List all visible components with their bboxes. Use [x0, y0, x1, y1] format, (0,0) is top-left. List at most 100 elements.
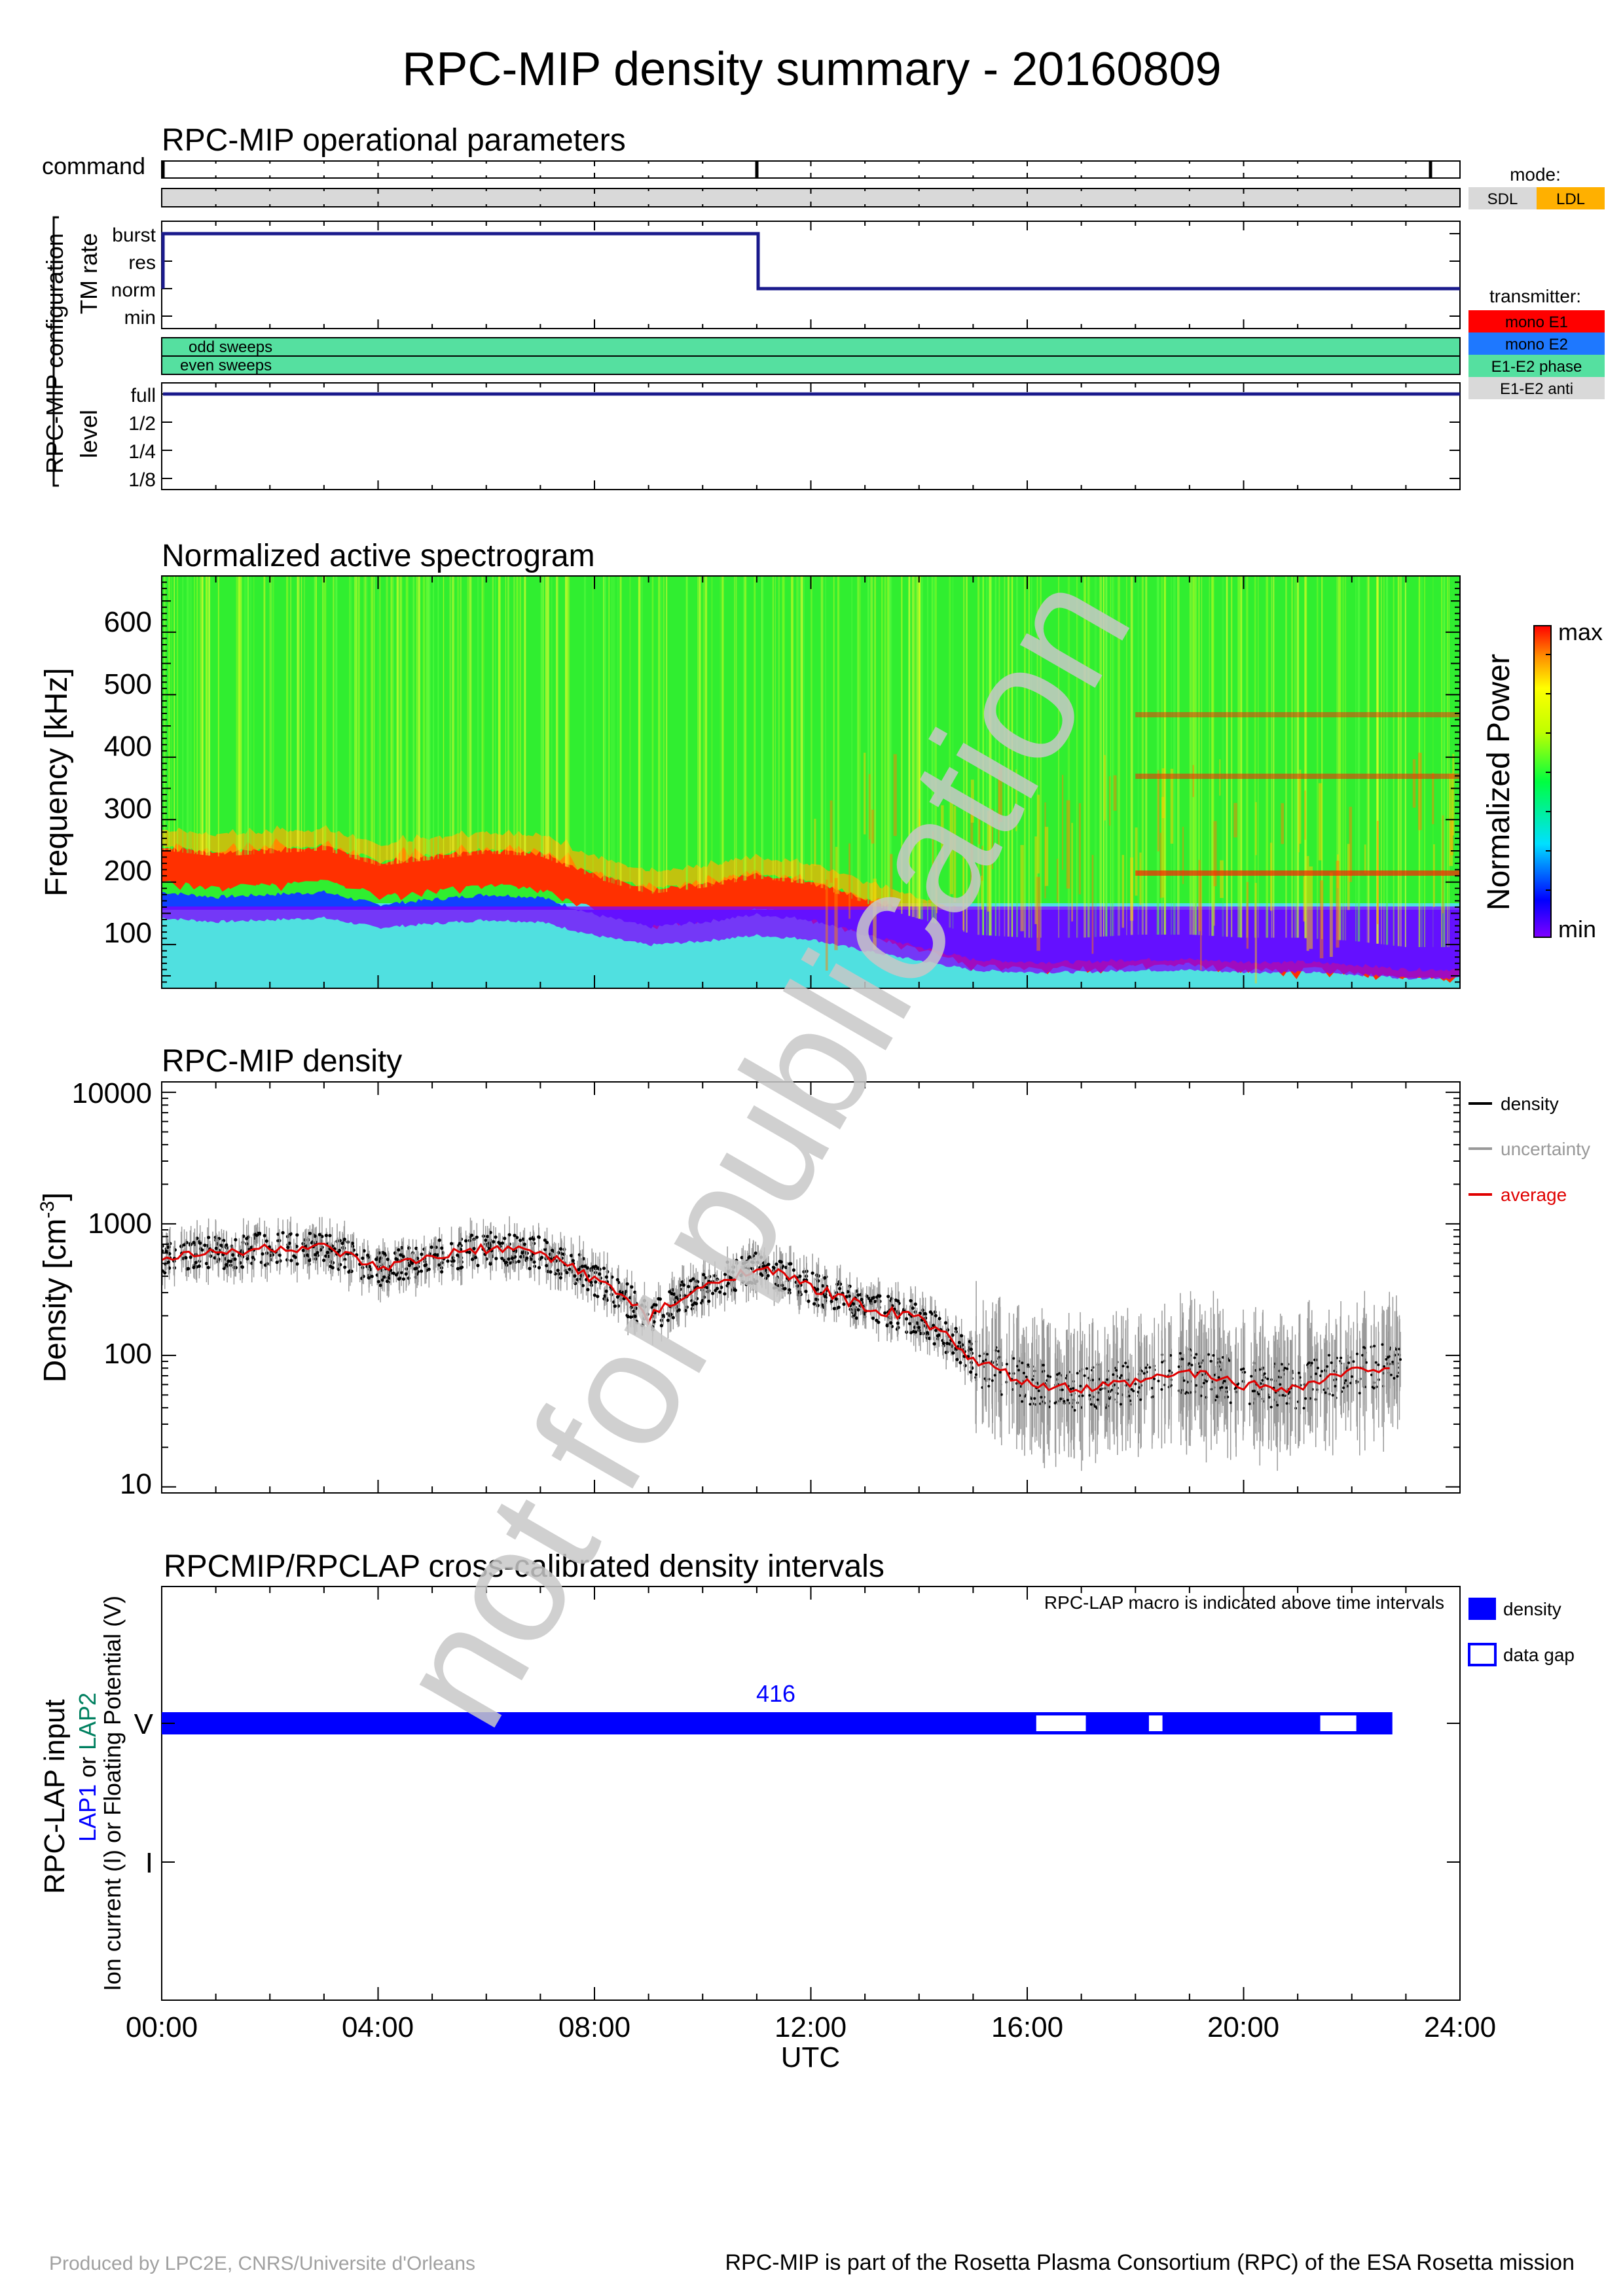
density-point	[318, 1232, 321, 1236]
spectrogram-streak	[350, 576, 352, 858]
spectrogram-streak	[977, 576, 980, 935]
density-point	[255, 1233, 259, 1237]
density-point	[1120, 1374, 1123, 1377]
spectrogram-streak	[482, 576, 484, 854]
density-point	[1096, 1398, 1099, 1401]
spectrogram-streak	[1161, 576, 1163, 935]
density-point	[905, 1317, 909, 1321]
density-point	[823, 1295, 827, 1299]
density-point	[661, 1314, 665, 1318]
spectrogram-streak	[870, 576, 873, 905]
density-point	[366, 1253, 370, 1257]
density-point	[1304, 1397, 1307, 1400]
spectrogram-streak	[962, 856, 964, 931]
spectrogram-streak	[1091, 855, 1094, 954]
spectrogram-streak	[1029, 576, 1030, 938]
spectrogram-streak	[1194, 576, 1195, 935]
colorbar-max-label: max	[1558, 619, 1603, 645]
spectrogram-streak	[966, 576, 968, 933]
odd-sweeps-bar	[161, 337, 1461, 357]
spectrogram-streak	[1130, 857, 1134, 921]
spectrogram-streak	[685, 576, 688, 890]
spectrogram-streak	[936, 861, 938, 914]
lap-legend-gap-label: data gap	[1503, 1645, 1575, 1665]
spectrogram-streak	[452, 576, 454, 857]
spectrogram-streak	[834, 878, 838, 950]
density-point	[512, 1255, 516, 1259]
spectrogram-streak	[1195, 576, 1197, 935]
density-point	[401, 1255, 405, 1259]
spectrogram-streak	[205, 576, 208, 855]
density-point	[759, 1272, 763, 1276]
density-point	[934, 1329, 938, 1333]
density-point	[1250, 1374, 1253, 1378]
spectrogram-streak	[697, 576, 699, 889]
spectrogram-streak	[1305, 576, 1307, 939]
density-point	[701, 1299, 704, 1302]
density-point	[689, 1279, 693, 1283]
density-point	[558, 1247, 563, 1251]
density-point	[987, 1384, 991, 1388]
e1e2-phase-swatch	[1468, 355, 1605, 377]
density-point	[772, 1266, 776, 1270]
spec-ytick-500: 500	[104, 668, 152, 700]
density-point	[385, 1280, 390, 1283]
density-point	[227, 1259, 230, 1263]
time-tick-0000: 00:00	[126, 2011, 198, 2043]
spectrogram-streak	[735, 576, 737, 882]
spectrogram-streak	[1321, 576, 1322, 939]
spectrogram-streak	[884, 576, 886, 909]
spectrogram-streak	[393, 576, 394, 865]
spectrogram-streak	[797, 576, 799, 884]
density-point	[798, 1274, 802, 1278]
spectrogram-streak	[1163, 576, 1165, 935]
density-point	[1061, 1388, 1064, 1391]
density-point	[659, 1323, 664, 1327]
density-point	[847, 1294, 851, 1298]
density-point	[295, 1262, 299, 1266]
density-point	[991, 1379, 994, 1382]
density-point	[955, 1357, 959, 1361]
spectrogram-streak	[706, 576, 708, 888]
spectrogram-streak	[908, 576, 911, 916]
density-points	[162, 1216, 1402, 1471]
density-point	[691, 1303, 695, 1307]
spectrogram-streak	[194, 576, 196, 854]
density-point	[308, 1231, 312, 1236]
density-point	[852, 1313, 856, 1317]
spectrogram-streak	[1254, 576, 1256, 938]
spectrogram-streak	[412, 576, 414, 862]
spectrogram-streak	[513, 576, 515, 855]
density-point	[192, 1240, 196, 1244]
density-point	[182, 1243, 187, 1247]
density-point	[1130, 1388, 1133, 1391]
density-point	[854, 1316, 858, 1320]
density-point	[911, 1306, 915, 1310]
density-point	[325, 1251, 329, 1255]
density-point	[909, 1299, 913, 1302]
spectrogram-streak	[202, 576, 203, 855]
density-point	[532, 1237, 536, 1241]
density-point	[1088, 1393, 1091, 1397]
density-point	[816, 1287, 820, 1291]
tm-tick-min: min	[124, 307, 156, 329]
density-point	[498, 1242, 502, 1246]
density-point	[914, 1330, 918, 1334]
spectrogram-streak	[658, 576, 661, 893]
density-point	[1144, 1366, 1148, 1369]
density-point	[1212, 1354, 1215, 1357]
spectrogram-streak	[837, 576, 839, 894]
spectrogram-streak	[754, 576, 756, 879]
density-point	[376, 1280, 380, 1283]
density-point	[834, 1297, 838, 1301]
spectrogram-streak	[1424, 576, 1425, 947]
density-point	[440, 1246, 444, 1250]
density-point	[1383, 1365, 1386, 1368]
spectrogram-streak	[505, 576, 507, 855]
spectrogram-streak	[1220, 860, 1224, 898]
density-point	[1225, 1386, 1228, 1390]
spectrogram-streak	[354, 576, 356, 859]
spectrogram-streak	[1192, 576, 1194, 935]
spectrogram-streak	[986, 576, 988, 936]
density-point	[328, 1234, 332, 1238]
